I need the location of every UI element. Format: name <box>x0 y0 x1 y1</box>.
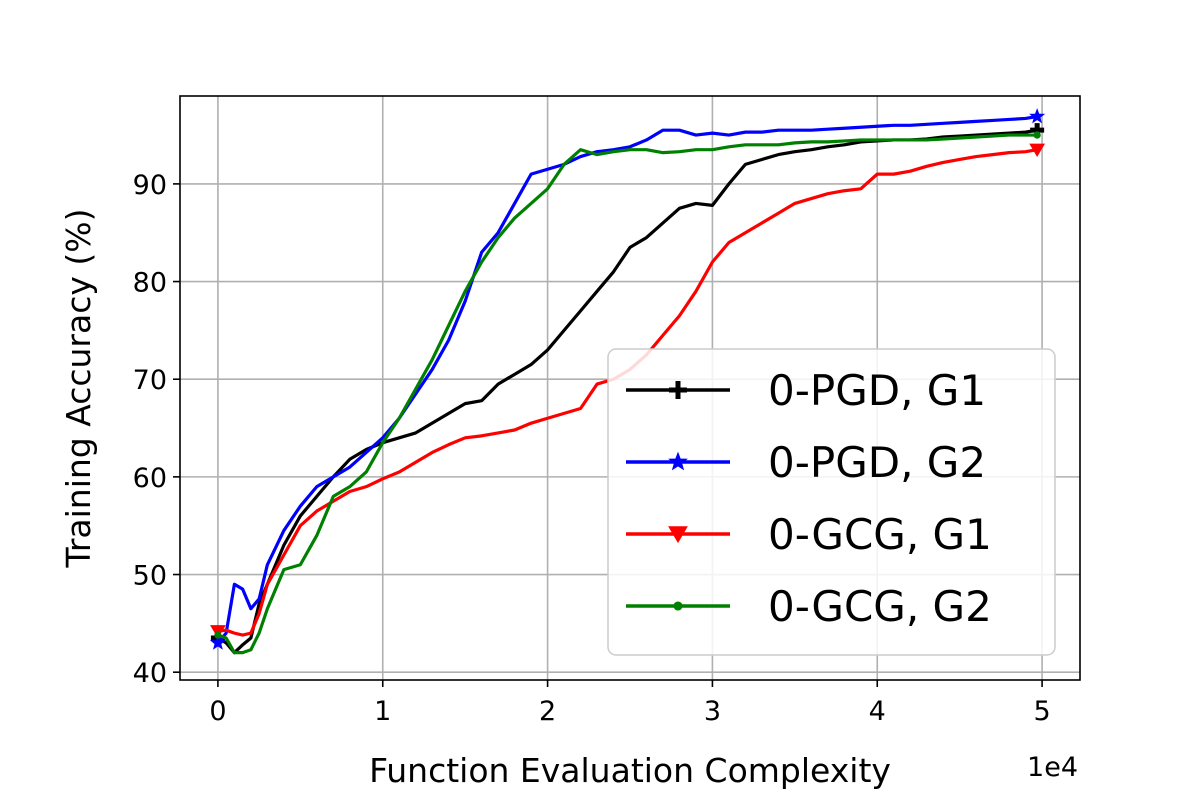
series-line <box>216 148 1039 637</box>
legend-label: 0-PGD, G2 <box>768 438 986 487</box>
x-tick-label: 5 <box>1033 696 1050 727</box>
series-line <box>216 133 1039 655</box>
legend-items: 0-PGD, G1 0-PGD, G2 0-GCG, G1 0-GCG, G2 <box>626 366 992 631</box>
legend-entry: 0-PGD, G2 <box>626 438 986 487</box>
y-tick-label: 40 <box>133 658 167 689</box>
legend-marker <box>668 451 688 471</box>
legend-label: 0-GCG, G1 <box>768 510 992 559</box>
x-axis-offset-label: 1e4 <box>1027 752 1078 783</box>
data-point-marker <box>214 631 222 639</box>
legend-label: 0-GCG, G2 <box>768 582 992 631</box>
series-0-gcg-g2 <box>214 131 1041 655</box>
series-line <box>216 114 1039 645</box>
legend-entry: 0-GCG, G1 <box>626 510 992 559</box>
y-axis-label: Training Accuracy (%) <box>59 209 98 569</box>
legend-entry: 0-GCG, G2 <box>626 582 992 631</box>
legend-marker <box>673 601 683 611</box>
data-point-marker <box>1029 143 1046 157</box>
x-axis: 0 1 2 3 4 5 <box>209 680 1051 727</box>
y-tick-label: 70 <box>133 365 167 396</box>
x-tick-label: 3 <box>704 696 721 727</box>
legend-marker <box>668 526 688 544</box>
y-tick-label: 50 <box>133 561 167 592</box>
x-tick-label: 1 <box>374 696 391 727</box>
y-axis: 40 50 60 70 80 90 <box>133 170 180 689</box>
y-tick-label: 90 <box>133 170 167 201</box>
legend-label: 0-PGD, G1 <box>768 366 986 415</box>
series-lines <box>209 108 1046 655</box>
legend-marker <box>669 381 687 399</box>
y-tick-label: 60 <box>133 463 167 494</box>
x-tick-label: 4 <box>869 696 886 727</box>
legend-entry: 0-PGD, G1 <box>626 366 986 415</box>
data-point-marker <box>1033 131 1041 139</box>
x-axis-label: Function Evaluation Complexity <box>369 751 891 790</box>
legend-box <box>607 348 1056 656</box>
series-0-pgd-g2 <box>209 108 1046 650</box>
plot-area-frame <box>179 95 1081 681</box>
y-tick-label: 80 <box>133 268 167 299</box>
legend: 0-PGD, G1 0-PGD, G2 0-GCG, G1 0-GCG, G2 <box>607 348 1056 656</box>
x-tick-label: 0 <box>209 696 226 727</box>
data-point-marker <box>1029 108 1046 124</box>
data-point-marker <box>209 634 226 650</box>
x-tick-label: 2 <box>539 696 556 727</box>
